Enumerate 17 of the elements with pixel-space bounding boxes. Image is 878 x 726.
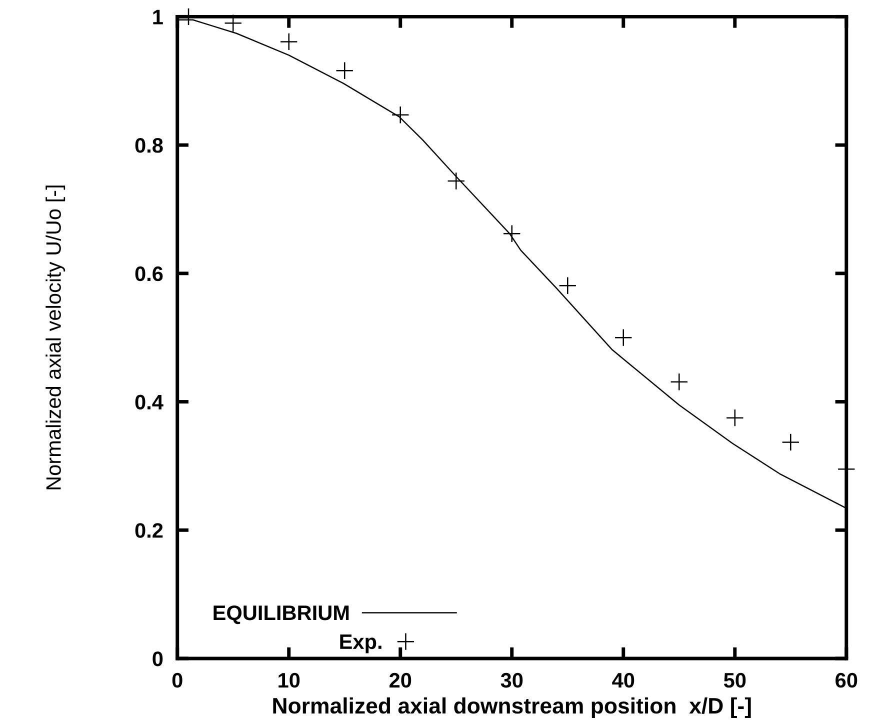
x-tick-label: 0 <box>172 672 182 688</box>
x-tick-label: 10 <box>278 672 300 688</box>
x-tick-label: 40 <box>612 672 634 688</box>
y-tick-label: 0.4 <box>135 394 164 410</box>
x-tick-label: 50 <box>724 672 746 688</box>
x-tick-label: 60 <box>836 672 858 688</box>
y-tick-label: 1 <box>153 10 163 24</box>
y-tick-label: 0.6 <box>135 266 163 282</box>
x-axis-title: Normalized axial downstream position x/D [-] <box>273 697 751 718</box>
y-tick-label: 0 <box>152 651 163 666</box>
y-tick-label: 0.8 <box>135 138 163 153</box>
y-tick-label: 0.2 <box>135 523 163 538</box>
x-tick-label: 30 <box>500 672 523 688</box>
y-axis-title: Normalized axial velocity U/Uo [-] <box>46 186 66 490</box>
legend-label: EQUILIBRIUM <box>214 605 349 624</box>
legend-label: Exp. <box>340 634 382 654</box>
x-tick-label: 20 <box>390 672 412 688</box>
